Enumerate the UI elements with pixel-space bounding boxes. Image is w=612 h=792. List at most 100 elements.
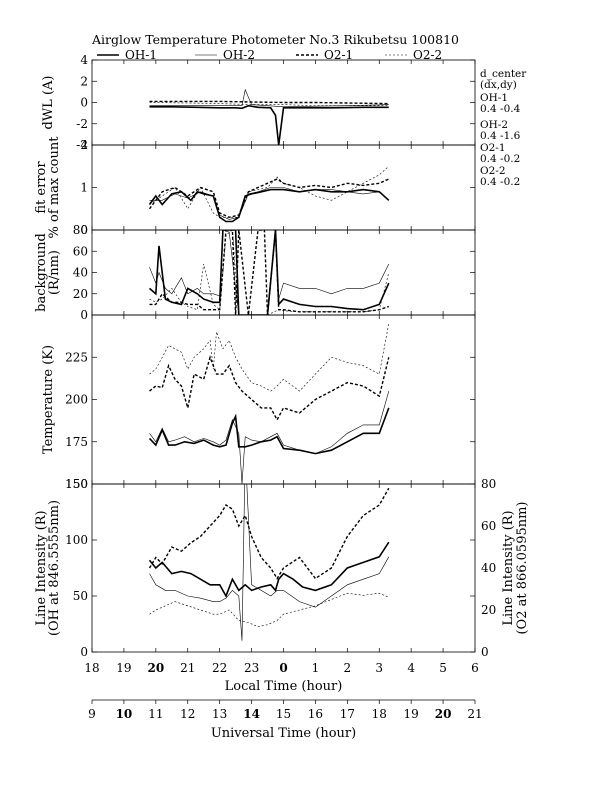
y-right-tick-label: 80 xyxy=(481,477,496,491)
series-o2-1 xyxy=(148,178,390,219)
dcenter-note: d_center(dx,dy)OH-10.4 -0.4OH-20.4 -1.6O… xyxy=(480,68,527,188)
series-oh-1 xyxy=(148,407,390,455)
y-tick-label: 200 xyxy=(65,393,88,407)
legend: OH-1 OH-2 O2-1 O2-2 xyxy=(97,48,442,62)
series-oh-2 xyxy=(149,230,390,315)
y-tick-label: 0 xyxy=(80,96,88,110)
y-tick-label: 4 xyxy=(80,53,88,67)
y-axis-label: (OH at 846.5555nm) xyxy=(47,500,62,636)
y-tick-label: 1 xyxy=(80,181,88,195)
ut-tick-label: 13 xyxy=(212,707,227,721)
ut-tick-label: 9 xyxy=(88,707,96,721)
legend-entry-o2-2: O2-2 xyxy=(385,48,442,62)
y-tick-label: 50 xyxy=(73,589,88,603)
y-axis-label: fit error xyxy=(34,161,49,214)
y-axis-label-right: (O2 at 866.0595nm) xyxy=(515,501,530,634)
y-axis-label: % of max count xyxy=(47,136,62,239)
y-axis-label: (R/nm) xyxy=(47,250,62,295)
y-axis-label: dWL (A) xyxy=(41,76,56,130)
series-o2-1 xyxy=(149,100,389,105)
local-time-tick-label: 3 xyxy=(375,661,383,675)
y-right-tick-label: 0 xyxy=(481,645,489,659)
ut-tick-label: 15 xyxy=(276,707,291,721)
y-tick-label: 2 xyxy=(80,74,88,88)
local-time-tick-label: 0 xyxy=(279,661,287,675)
series-oh-1 xyxy=(148,230,390,315)
y-axis-label-right: Line Intensity (R) xyxy=(501,510,516,625)
local-time-tick-label: 18 xyxy=(84,661,99,675)
y-tick-label: 60 xyxy=(73,244,88,258)
dcenter-line: 0.4 -1.6 xyxy=(480,130,521,142)
ut-tick-label: 14 xyxy=(243,707,260,721)
dcenter-line: 0.4 -0.2 xyxy=(480,153,520,165)
legend-label: O2-2 xyxy=(413,48,442,62)
series-o2-2 xyxy=(149,102,389,106)
ut-tick-label: 16 xyxy=(308,707,323,721)
panel-frame xyxy=(91,229,476,316)
local-time-tick-label: 6 xyxy=(471,661,479,675)
panel-frame xyxy=(91,59,476,146)
local-time-tick-label: 19 xyxy=(116,661,131,675)
ut-tick-label: 12 xyxy=(180,707,195,721)
y-tick-label: -2 xyxy=(76,117,88,131)
legend-label: OH-1 xyxy=(125,48,157,62)
local-time-tick-label: 5 xyxy=(439,661,447,675)
local-time-tick-label: 20 xyxy=(147,661,164,675)
local-time-axis-label: Local Time (hour) xyxy=(225,679,343,694)
local-time-tick-label: 2 xyxy=(344,661,352,675)
y-right-tick-label: 40 xyxy=(481,561,496,575)
y-tick-label: -4 xyxy=(76,138,88,152)
series-o2-2 xyxy=(149,230,390,315)
series-o2-1 xyxy=(149,355,390,422)
legend-label: OH-2 xyxy=(223,48,255,62)
series-o2-2 xyxy=(149,166,390,218)
y-right-tick-label: 20 xyxy=(481,603,496,617)
local-time-tick-label: 4 xyxy=(407,661,415,675)
y-tick-label: 0 xyxy=(80,645,88,659)
y-tick-label: 40 xyxy=(73,266,88,280)
local-time-tick-label: 1 xyxy=(312,661,320,675)
ut-tick-label: 10 xyxy=(116,707,133,721)
legend-entry-o2-1: O2-1 xyxy=(296,48,353,62)
y-tick-label: 225 xyxy=(65,350,88,364)
y-axis-label: Line Intensity (R) xyxy=(34,510,49,625)
dcenter-line: O2-1 xyxy=(480,142,506,154)
y-right-tick-label: 60 xyxy=(481,519,496,533)
panel-2: 2 1 0 fit error% of max count xyxy=(34,136,476,239)
series-oh-2 xyxy=(149,391,390,484)
series-oh-2 xyxy=(149,187,390,220)
legend-entry-oh-2: OH-2 xyxy=(195,48,255,62)
legend-label: O2-1 xyxy=(324,48,353,62)
panel-frame xyxy=(91,314,476,485)
y-tick-label: 100 xyxy=(65,533,88,547)
y-tick-label: 150 xyxy=(65,477,88,491)
local-time-tick-label: 22 xyxy=(212,661,227,675)
y-tick-label: 175 xyxy=(65,435,88,449)
y-tick-label: 0 xyxy=(80,308,88,322)
series-oh-2 xyxy=(149,88,389,108)
dcenter-line: d_center xyxy=(480,68,527,80)
series-o2-2 xyxy=(149,592,389,628)
ut-tick-label: 17 xyxy=(340,707,355,721)
dcenter-line: OH-2 xyxy=(480,119,508,131)
y-axis-label: Temperature (K) xyxy=(41,345,56,454)
dcenter-line: 0.4 -0.2 xyxy=(480,176,520,188)
dcenter-line: (dx,dy) xyxy=(480,79,517,91)
chart-title: Airglow Temperature Photometer No.3 Riku… xyxy=(91,32,459,47)
y-tick-label: 2 xyxy=(80,138,88,152)
dcenter-line: O2-2 xyxy=(480,165,506,177)
series-oh-2 xyxy=(149,484,390,641)
y-axis-label: background xyxy=(34,233,49,312)
series-o2-1 xyxy=(148,487,390,580)
series-oh-1 xyxy=(148,541,390,598)
dcenter-line: OH-1 xyxy=(480,92,508,104)
panel-3: 80 60 40 20 0 background(R/nm) xyxy=(34,223,476,322)
ut-tick-label: 18 xyxy=(372,707,387,721)
ut-tick-label: 20 xyxy=(435,707,452,721)
series-o2-2 xyxy=(149,323,390,392)
panel-1: 4 2 0 -2 -4 dWL (A) xyxy=(41,53,476,152)
